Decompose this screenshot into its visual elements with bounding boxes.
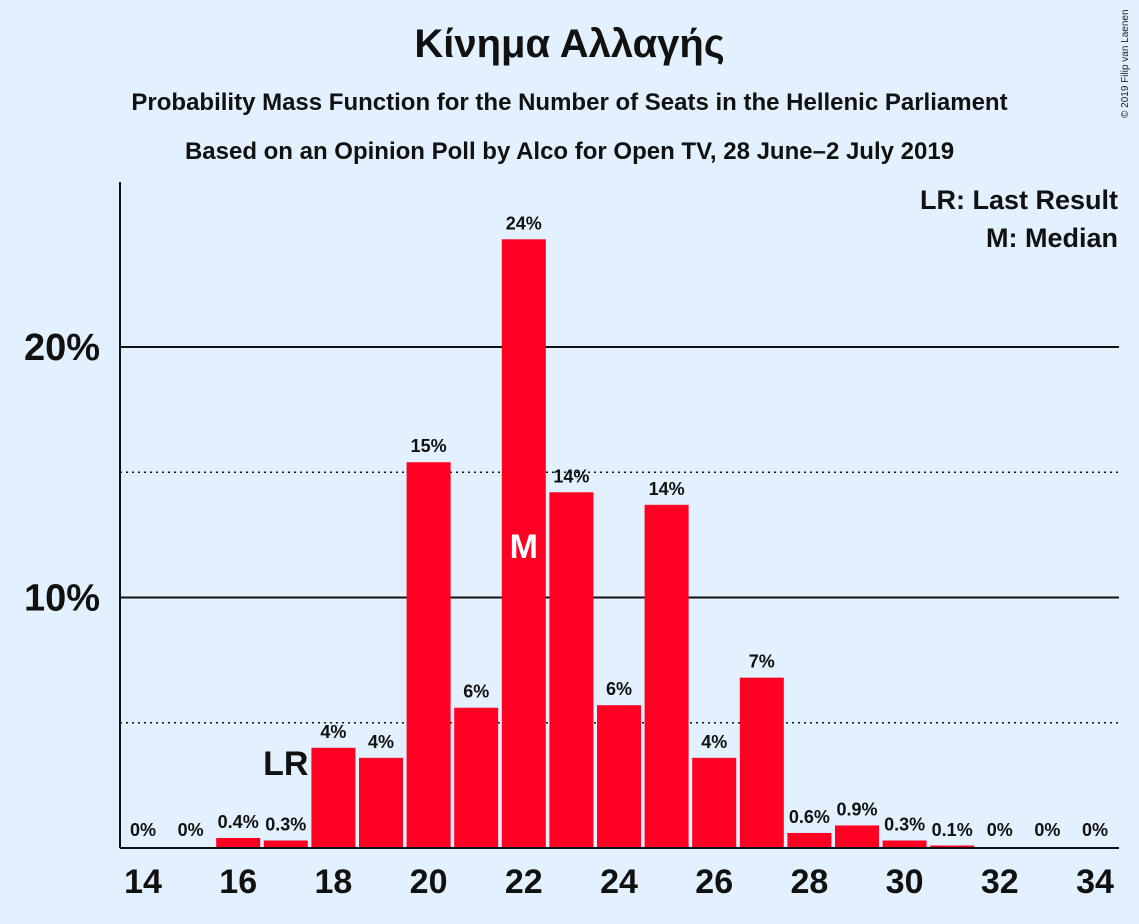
data-label: 24%: [506, 213, 542, 233]
axes: [119, 182, 1119, 849]
x-tick-label: 34: [1076, 863, 1114, 901]
data-label: 14%: [649, 479, 685, 499]
data-label: 7%: [749, 652, 775, 672]
data-label: 0%: [1034, 820, 1060, 840]
data-label: 15%: [411, 436, 447, 456]
legend-entry: M: Median: [986, 223, 1118, 253]
chart-source-subtitle: Based on an Opinion Poll by Alco for Ope…: [184, 138, 955, 165]
bar-seats-30: [882, 840, 927, 848]
data-label: 4%: [701, 732, 727, 752]
x-tick-label: 18: [314, 863, 352, 901]
median-marker: M: [510, 528, 538, 566]
bar-seats-17: [263, 840, 308, 848]
data-label: 0%: [1082, 820, 1108, 840]
bar-seats-29: [835, 825, 879, 848]
gridlines: [120, 346, 1119, 724]
data-label: 0%: [178, 820, 204, 840]
chart-subtitle: Probability Mass Function for the Number…: [131, 89, 1008, 116]
x-tick-label: 20: [410, 863, 448, 901]
bar-seats-16: [216, 837, 261, 848]
data-label: 6%: [463, 682, 489, 702]
labels: 10% 20% 0% 0% 0.4% 0.3% 4% 4% 15% 6% 24% 14% 6% 14% 4%…: [24, 185, 1118, 901]
bar-seats-20: [406, 462, 451, 848]
data-label: 0.6%: [789, 807, 830, 827]
data-label: 0.3%: [265, 814, 306, 834]
data-label: 4%: [320, 722, 346, 742]
x-tick-label: 30: [886, 863, 924, 901]
data-label: 0%: [130, 820, 156, 840]
legend-entry: LR: Last Result: [920, 185, 1118, 215]
x-tick-label: 32: [981, 863, 1019, 901]
data-label: 4%: [368, 732, 394, 752]
y-tick-label: 10%: [24, 578, 100, 620]
data-label: 6%: [606, 679, 632, 699]
data-label: 0.3%: [884, 814, 925, 834]
bar-seats-25: [644, 504, 689, 848]
bars: [216, 239, 975, 848]
chart-title: Κίνημα Αλλαγής: [414, 22, 725, 66]
x-tick-label: 14: [124, 863, 162, 901]
data-label: 0%: [987, 820, 1013, 840]
bar-seats-28: [787, 832, 832, 848]
bar-seats-23: [549, 492, 594, 848]
x-tick-label: 24: [600, 863, 638, 901]
bar-seats-18: [311, 747, 356, 848]
bar-seats-21: [454, 707, 499, 848]
x-tick-label: 26: [695, 863, 733, 901]
x-tick-label: 16: [219, 863, 257, 901]
data-label: 14%: [553, 466, 589, 486]
bar-seats-24: [597, 705, 641, 848]
x-tick-label: 28: [790, 863, 828, 901]
data-label: 0.4%: [218, 812, 259, 832]
bar-seats-22: [501, 239, 546, 848]
bar-seats-26: [692, 757, 737, 848]
bar-seats-27: [739, 677, 784, 848]
last-result-marker: LR: [263, 745, 308, 783]
bar-seats-31: [930, 845, 975, 848]
data-label: 0.9%: [836, 799, 877, 819]
data-label: 0.1%: [932, 820, 973, 840]
bar-seats-19: [359, 757, 403, 848]
y-tick-label: 20%: [24, 327, 100, 369]
x-tick-label: 22: [505, 863, 543, 901]
